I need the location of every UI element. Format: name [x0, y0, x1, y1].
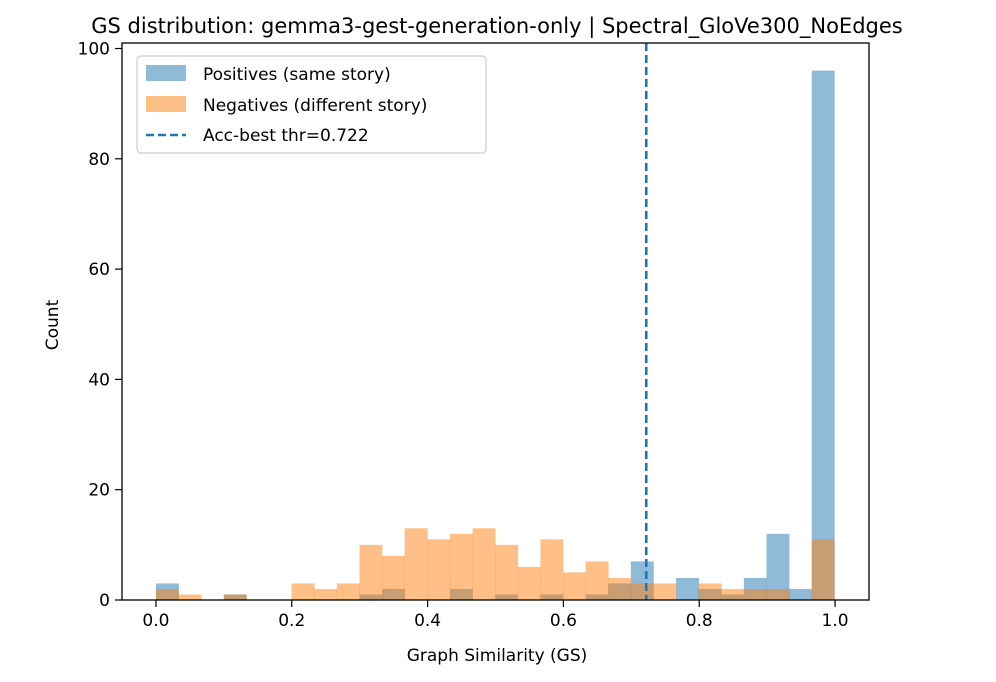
negatives-bar — [291, 583, 315, 600]
y-tick-label: 60 — [88, 260, 110, 280]
negatives-bar — [743, 588, 767, 600]
x-tick-label: 0.6 — [550, 611, 577, 631]
legend-box — [136, 55, 487, 154]
y-tick-label: 40 — [88, 370, 110, 390]
y-tick-label: 100 — [78, 40, 110, 60]
negatives-bar — [721, 588, 745, 600]
negatives-bar — [336, 583, 360, 600]
negatives-bar — [811, 539, 835, 600]
negatives-bar — [449, 533, 473, 600]
negatives-bar — [517, 566, 541, 600]
legend-swatch-negatives — [146, 96, 186, 112]
negatives-bar — [766, 588, 790, 600]
positives-bar — [676, 577, 699, 600]
negatives-bar — [404, 528, 428, 600]
negatives-bar — [472, 528, 496, 600]
legend-label-negatives: Negatives (different story) — [203, 96, 427, 116]
x-tick-label: 0.2 — [278, 611, 305, 631]
negatives-bar — [585, 561, 609, 600]
x-tick-label: 1.0 — [822, 611, 849, 631]
legend-swatch-positives — [146, 65, 186, 81]
negatives-bar — [608, 577, 632, 600]
x-tick-label: 0.0 — [142, 611, 169, 631]
negatives-bar — [495, 544, 519, 600]
plot-area — [155, 43, 835, 600]
y-tick-label: 80 — [88, 150, 110, 170]
positives-bar — [789, 588, 813, 600]
positives-bar — [811, 70, 835, 600]
negatives-bar — [382, 555, 406, 600]
x-axis: 0.0 0.2 0.4 0.6 0.8 1.0 — [142, 600, 849, 631]
negatives-bar — [563, 572, 586, 600]
negatives-bar — [653, 583, 677, 600]
y-axis: 0 20 40 60 80 100 — [78, 40, 122, 611]
negatives-bar — [155, 588, 179, 600]
negatives-bar — [314, 588, 338, 600]
negatives-bar — [178, 594, 202, 600]
positives-bar — [766, 533, 790, 600]
x-tick-label: 0.4 — [414, 611, 441, 631]
negatives-bar — [427, 539, 451, 600]
legend: Positives (same story) Negatives (differ… — [136, 55, 487, 154]
negatives-bar — [223, 594, 247, 600]
negatives-bar — [359, 544, 383, 600]
negatives-bar — [630, 583, 654, 600]
x-axis-label: Graph Similarity (GS) — [407, 646, 588, 666]
axes-frame — [121, 42, 870, 601]
negatives-bar — [698, 583, 722, 600]
y-axis-label: Count — [43, 299, 63, 350]
y-tick-label: 20 — [88, 481, 110, 501]
negatives-bar — [540, 539, 564, 600]
y-tick-label: 0 — [99, 591, 110, 611]
x-tick-label: 0.8 — [686, 611, 713, 631]
legend-label-positives: Positives (same story) — [203, 65, 391, 85]
legend-label-threshold: Acc-best thr=0.722 — [203, 126, 369, 146]
chart-title: GS distribution: gemma3-gest-generation-… — [91, 14, 902, 39]
